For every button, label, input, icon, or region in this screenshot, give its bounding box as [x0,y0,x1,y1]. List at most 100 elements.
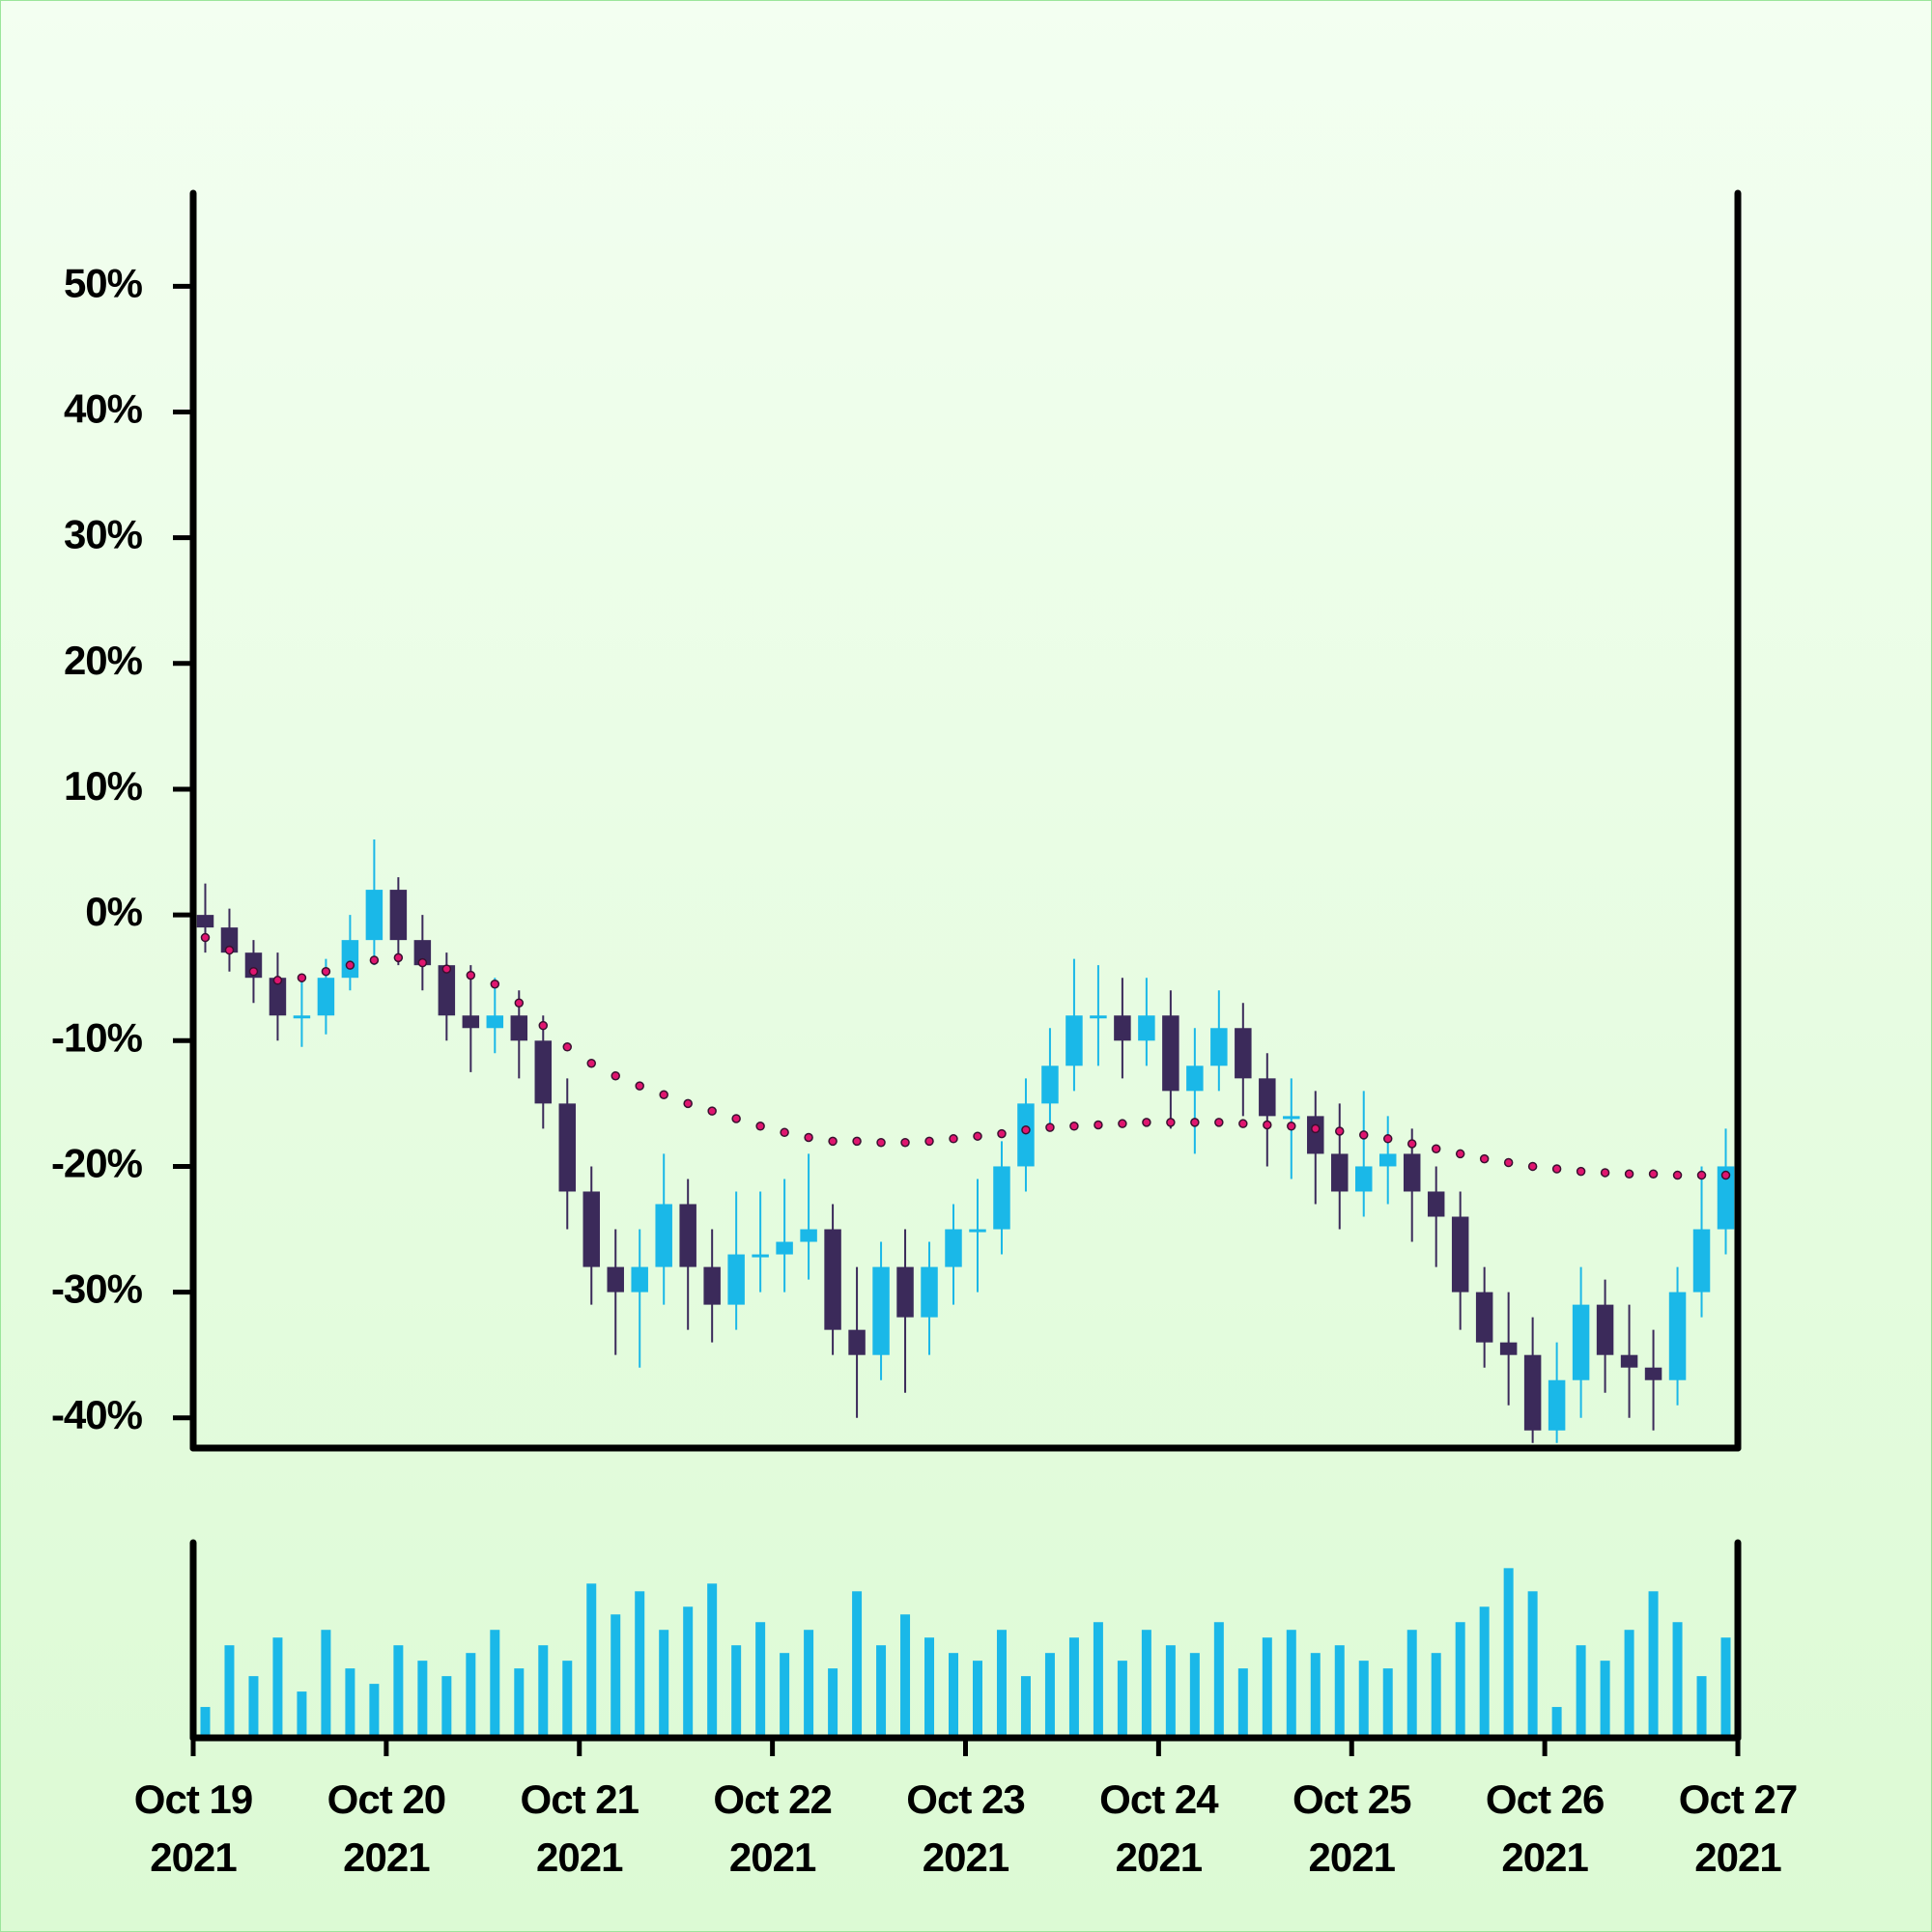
moving-average-dot [1672,1170,1683,1180]
volume-bar [924,1637,935,1738]
candle-body [1620,1354,1638,1368]
candle-body [196,915,214,928]
moving-average-dot [804,1132,813,1143]
moving-average-dot [1382,1134,1393,1144]
moving-average-dot [1551,1164,1562,1174]
volume-bar [1068,1637,1079,1738]
volume-bar [393,1645,404,1738]
volume-bar [1044,1653,1055,1738]
moving-average-dot [248,966,259,977]
candle-body [558,1103,577,1192]
volume-bar [1600,1661,1610,1738]
x-tick-label: 2021 [729,1834,816,1880]
candle-body [1548,1379,1566,1431]
candle-body [1427,1191,1445,1217]
volume-bar [345,1668,355,1738]
volume-bar [562,1661,573,1738]
x-tick-label: Oct 23 [906,1776,1024,1822]
candle-body [269,978,287,1016]
moving-average-dot [635,1081,644,1091]
volume-bar [1648,1591,1659,1738]
candle-body [945,1229,962,1267]
x-tick-label: 2021 [923,1834,1009,1880]
moving-average-dot [1431,1144,1441,1153]
moving-average-dot [586,1058,596,1068]
moving-average-dot [1455,1149,1465,1159]
candle-body [1331,1153,1349,1192]
moving-average-dot [538,1020,549,1031]
moving-average-dot [490,979,500,989]
volume-bar [297,1691,307,1738]
volume-bar [852,1591,863,1738]
volume-bar [804,1630,814,1738]
moving-average-dot [1648,1169,1659,1179]
volume-bar [466,1653,476,1738]
y-tick-label: 20% [64,638,143,683]
candle-body [1114,1015,1131,1041]
moving-average-dot [321,966,331,977]
candle-body [727,1254,745,1305]
candle-body [896,1266,914,1318]
moving-average-dot [1045,1122,1055,1132]
volume-bar [1141,1630,1151,1738]
y-tick-label: 50% [64,260,143,305]
volume-bar [490,1630,500,1738]
volume-bar [1720,1637,1731,1738]
volume-bar [996,1630,1007,1738]
volume-bar [1406,1630,1417,1738]
candle-body [582,1191,600,1267]
candle-body [679,1204,696,1267]
moving-average-dot [562,1042,573,1052]
candle-body [752,1254,769,1258]
moving-average-dot [1311,1123,1321,1134]
candle-body [969,1229,986,1233]
candle-body [1235,1028,1252,1079]
moving-average-dot [611,1070,620,1081]
moving-average-dot [297,973,307,982]
moving-average-dot [441,964,452,974]
candle-body [703,1266,721,1305]
moving-average-dot [466,970,476,980]
volume-bar [900,1614,911,1738]
candle-body [1596,1304,1614,1355]
candle-body [413,940,432,966]
x-tick-label: Oct 24 [1099,1776,1219,1822]
moving-average-dot [224,945,235,955]
x-tick-label: 2021 [1116,1834,1203,1880]
volume-bar [369,1684,380,1738]
volume-bar [1382,1668,1393,1738]
volume-bar [248,1676,259,1738]
candle-body [800,1229,817,1242]
candle-body [824,1229,841,1330]
volume-bar [707,1583,718,1738]
moving-average-dot [1190,1118,1200,1127]
candle-body [1017,1103,1035,1167]
candle-body [1475,1292,1493,1343]
candle-body [462,1015,480,1029]
moving-average-dot [1166,1118,1176,1127]
moving-average-dot [369,955,380,965]
candle-body [341,940,359,979]
x-tick-label: Oct 26 [1486,1776,1604,1822]
candle-body [486,1015,504,1029]
y-tick-label: 10% [64,763,143,809]
x-tick-label: 2021 [1309,1834,1396,1880]
moving-average-dot [1720,1170,1731,1180]
moving-average-dot [1335,1126,1345,1136]
moving-average-dot [1021,1124,1031,1135]
x-tick-label: Oct 27 [1679,1776,1797,1822]
candle-body [510,1015,528,1041]
volume-bar [1696,1676,1707,1738]
candle-body [1451,1216,1469,1293]
moving-average-dot [683,1098,693,1109]
x-tick-label: Oct 19 [134,1776,252,1822]
candle-body [776,1241,793,1255]
candle-body [534,1040,553,1104]
candle-body [1572,1304,1590,1380]
y-tick-label: 40% [64,386,143,432]
candle-body [1210,1028,1228,1066]
volume-bar [659,1630,669,1738]
volume-bar [441,1676,452,1738]
volume-bar [780,1653,790,1738]
